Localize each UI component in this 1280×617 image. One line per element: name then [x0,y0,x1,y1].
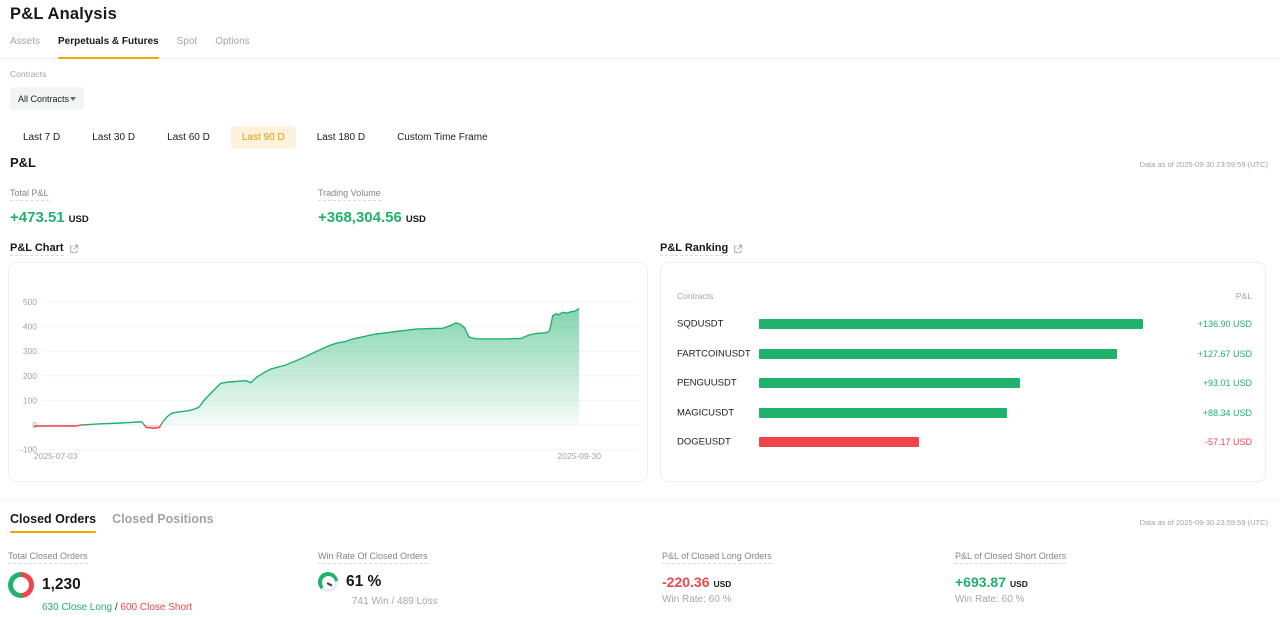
ranking-contract: SQDUSDT [677,318,724,330]
win-rate-label: Win Rate Of Closed Orders [318,551,428,564]
win-rate-stat: Win Rate Of Closed Orders 61 % 741 Win /… [318,546,438,607]
ranking-bar [759,319,1143,329]
ranking-pnl-value: +136.90 USD [1197,319,1252,329]
ranking-bar [759,378,1020,389]
timeframe-custom-time-frame[interactable]: Custom Time Frame [397,132,488,143]
ranking-pnl-value: +93.01 USD [1202,378,1252,389]
tab-assets[interactable]: Assets [10,36,41,47]
total-closed-orders-label: Total Closed Orders [8,551,88,564]
page-title: P&L Analysis [10,5,117,23]
close-short-count: 600 Close Short [120,602,193,613]
timeframe-last-7-d[interactable]: Last 7 D [23,132,61,143]
svg-text:2025-09-30: 2025-09-30 [558,451,602,461]
timeframe-buttons: Last 7 D Last 30 D Last 60 D Last 90 D Last … [12,126,499,149]
timeframe-last-180-d[interactable]: Last 180 D [316,132,366,143]
tab-options[interactable]: Options [215,36,250,47]
pnl-section-heading: P&L [10,155,36,170]
ranking-pnl-value: -57.17 USD [1204,437,1252,448]
timeframe-last-30-d[interactable]: Last 30 D [92,132,136,143]
total-pnl-stat: Total P&L +473.51 USD [10,183,89,226]
long-pnl-currency: USD [713,579,732,589]
long-pnl-value: -220.36 [662,574,710,590]
ranking-col-contracts: Contracts [677,291,714,301]
ranking-contract: PENGUUSDT [677,377,737,389]
long-short-breakdown: 630 Close Long / 600 Close Short [42,602,193,613]
close-long-count: 630 Close Long [42,602,113,613]
ranking-row-fartcoinusdt: FARTCOINUSDT +127.67 USD [661,339,1265,369]
ranking-row-dogeusdt: DOGEUSDT -57.17 USD [661,427,1265,457]
contracts-dropdown[interactable]: All Contracts [10,87,84,110]
short-pnl-currency: USD [1010,579,1028,589]
total-closed-orders-value: 1,230 [42,576,81,593]
svg-text:400: 400 [23,322,37,332]
contracts-dropdown-value: All Contracts [18,93,70,104]
ranking-col-pnl: P&L [1235,291,1252,301]
short-pnl-win-rate: Win Rate: 60 % [955,594,1025,605]
svg-text:100: 100 [23,395,37,405]
short-pnl-label: P&L of Closed Short Orders [955,551,1067,564]
timeframe-last-90-d[interactable]: Last 90 D [230,126,296,149]
long-pnl-label: P&L of Closed Long Orders [662,551,772,564]
closed-data-as-of: Data as of 2025-09-30 23:59:59 (UTC) [1139,518,1268,527]
ranking-contract: MAGICUSDT [677,407,734,419]
win-rate-gauge-icon [318,572,338,592]
ranking-contract: FARTCOINUSDT [677,348,751,360]
svg-text:-100: -100 [20,445,37,455]
win-rate-value: 61 % [346,573,382,590]
long-short-donut-icon [8,572,34,598]
ranking-pnl-value: +127.67 USD [1197,348,1252,359]
chevron-down-icon [70,96,76,101]
pnl-chart-title: P&L Chart [10,242,79,256]
short-pnl-stat: P&L of Closed Short Orders +693.87 USD W… [955,546,1067,605]
svg-text:2025-07-03: 2025-07-03 [34,451,78,461]
total-pnl-currency: USD [68,214,89,225]
export-icon[interactable] [69,244,79,254]
pnl-ranking-panel: Contracts P&L SQDUSDT +136.90 USD FARTCOIN… [660,262,1266,482]
short-pnl-value: +693.87 [955,574,1006,590]
total-pnl-value: +473.51 [10,209,65,226]
tab-perpetuals-futures[interactable]: Perpetuals & Futures [58,36,159,59]
ranking-bar [759,348,1118,359]
long-pnl-win-rate: Win Rate: 60 % [662,594,732,605]
nav-tabs: Assets Perpetuals & Futures Spot Options [0,36,1280,59]
trading-volume-value: +368,304.56 [318,209,402,226]
timeframe-last-60-d[interactable]: Last 60 D [167,132,210,143]
contracts-label: Contracts [10,69,47,79]
ranking-row-sqdusdt: SQDUSDT +136.90 USD [661,309,1265,339]
svg-text:500: 500 [23,297,37,307]
ranking-bar [759,407,1007,418]
ranking-row-penguusdt: PENGUUSDT +93.01 USD [661,368,1265,398]
ranking-bar [759,437,920,448]
ranking-header: Contracts P&L [677,291,1252,301]
pnl-ranking-title: P&L Ranking [660,242,743,256]
trading-volume-stat: Trading Volume +368,304.56 USD [318,183,426,226]
tab-closed-positions[interactable]: Closed Positions [112,512,214,526]
pnl-data-as-of: Data as of 2025-09-30 23:59:59 (UTC) [1139,160,1268,169]
svg-text:200: 200 [23,371,37,381]
trading-volume-label: Trading Volume [318,188,381,201]
win-loss-detail: 741 Win / 489 Loss [352,596,438,607]
total-closed-orders-stat: Total Closed Orders 1,230 630 Close Long… [8,546,192,613]
ranking-contract: DOGEUSDT [677,436,731,448]
section-divider [0,500,1280,501]
trading-volume-currency: USD [405,214,426,225]
long-pnl-stat: P&L of Closed Long Orders -220.36 USD Wi… [662,546,772,605]
closed-section-tabs: Closed Orders Closed Positions [10,512,214,533]
ranking-row-magicusdt: MAGICUSDT +88.34 USD [661,398,1265,428]
export-icon[interactable] [733,244,743,254]
tab-spot[interactable]: Spot [176,36,198,47]
ranking-pnl-value: +88.34 USD [1202,407,1252,418]
total-pnl-label: Total P&L [10,188,49,201]
tab-closed-orders[interactable]: Closed Orders [10,512,97,533]
svg-text:300: 300 [23,346,37,356]
